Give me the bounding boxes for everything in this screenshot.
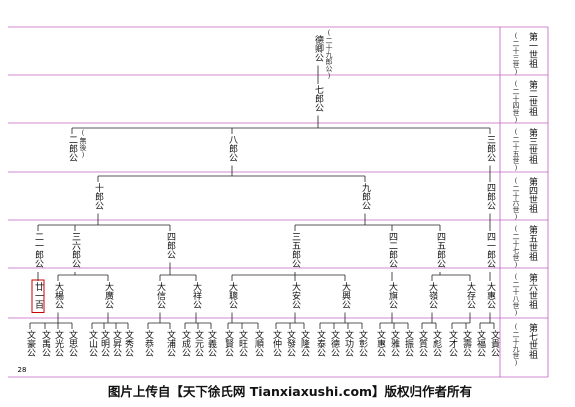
generation-label: 第四世祖 xyxy=(527,176,538,214)
person-name: 大惠公 xyxy=(485,281,496,309)
person-name: 三五郎公 xyxy=(290,232,301,268)
person-name: 二郎公 xyxy=(67,135,78,162)
person-name: 文彰公 xyxy=(357,329,368,357)
person-name: 八郎公 xyxy=(227,135,238,162)
person-name: 文隆公 xyxy=(299,329,310,357)
person-name: 文雅公 xyxy=(389,329,400,357)
person-name: 文昇公 xyxy=(111,329,122,357)
person-name: 文義公 xyxy=(206,329,217,357)
generation-label: 第七世祖 xyxy=(527,322,538,360)
generation-label: 第三世祖 xyxy=(527,127,538,165)
person-name: 四一郎公 xyxy=(485,232,496,268)
person-name: 十郎公 xyxy=(93,182,104,210)
person-name: 文秀公 xyxy=(123,329,134,357)
person-name: 大聰公 xyxy=(227,281,238,309)
person-name: 七郎公 xyxy=(313,85,324,112)
generation-note: (二十五世) xyxy=(512,128,520,172)
person-name: 文壽公 xyxy=(461,329,472,357)
person-name: 二一郎公 xyxy=(33,232,44,268)
person-name: 文光公 xyxy=(53,329,64,357)
person-name: 文仲公 xyxy=(271,329,282,357)
generation-label: 第二世祖 xyxy=(527,79,538,117)
person-name: 四郎公 xyxy=(485,183,496,210)
person-name: 大信公 xyxy=(155,281,166,309)
person-name: 文彪公 xyxy=(431,329,442,357)
person-note: (無後) xyxy=(79,129,87,159)
person-name: 三郎公 xyxy=(485,135,496,162)
generation-label: 第一世祖 xyxy=(527,31,538,69)
person-name: 文旺公 xyxy=(237,329,248,357)
generation-note: (二十六世) xyxy=(512,177,520,221)
person-name: 文禹公 xyxy=(40,329,51,357)
person-name: 文貴公 xyxy=(489,329,500,357)
person-name: 文福公 xyxy=(475,329,486,357)
person-name: 文發公 xyxy=(285,329,296,357)
person-name: 文質公 xyxy=(417,329,428,357)
person-name: 文功公 xyxy=(343,329,354,357)
person-name: 大楊公 xyxy=(53,281,64,309)
person-name: 四郎公 xyxy=(165,232,176,259)
page-number: 28 xyxy=(18,366,27,374)
person-name: 文明公 xyxy=(99,329,110,357)
generation-note: (二十八世) xyxy=(512,273,520,317)
person-name: 四五郎公 xyxy=(435,232,446,268)
person-name: 大祥公 xyxy=(191,281,202,309)
generation-note: (二十七世) xyxy=(512,225,520,269)
generation-note: (二十三世) xyxy=(512,32,520,76)
person-name: 文泰公 xyxy=(315,329,326,357)
person-name: 文成公 xyxy=(180,329,191,357)
person-name: 文豪公 xyxy=(25,329,36,357)
person-name: 文順公 xyxy=(253,329,264,357)
person-name: 文振公 xyxy=(403,329,414,357)
person-name: 四二郎公 xyxy=(387,232,398,268)
caption: 图片上传自【天下徐氏网 Tianxiaxushi.com】版权归作者所有 xyxy=(108,384,472,399)
person-name: 大興公 xyxy=(340,281,351,309)
generation-note: (二十九世) xyxy=(512,323,520,367)
person-name: 文元公 xyxy=(193,329,204,357)
generation-label: 第六世祖 xyxy=(527,272,538,310)
person-name: 文恭公 xyxy=(143,329,154,357)
generation-note: (二十四世) xyxy=(512,80,520,124)
person-name: 九郎公 xyxy=(360,183,371,210)
person-name: 大嶺公 xyxy=(427,281,438,309)
person-name: 文山公 xyxy=(87,329,98,357)
person-name: 三六郎公 xyxy=(70,232,81,268)
person-name: 大旗公 xyxy=(387,281,398,309)
person-name: 大廣公 xyxy=(103,281,114,309)
person-name: 文浦公 xyxy=(165,329,176,357)
person-name: 文賢公 xyxy=(223,329,234,357)
person-name: 德卿公 xyxy=(313,34,324,62)
person-name: 文思公 xyxy=(67,329,78,357)
person-name: 文才公 xyxy=(447,329,458,357)
person-name: 文德公 xyxy=(329,329,340,357)
person-name: 文惠公 xyxy=(375,329,386,357)
generation-label: 第五世祖 xyxy=(527,224,538,262)
person-name: 大存公 xyxy=(465,281,476,309)
person-name: 廿一百 xyxy=(33,281,44,310)
person-note: (二十九郎公) xyxy=(325,29,333,80)
person-name: 大安公 xyxy=(290,281,301,309)
